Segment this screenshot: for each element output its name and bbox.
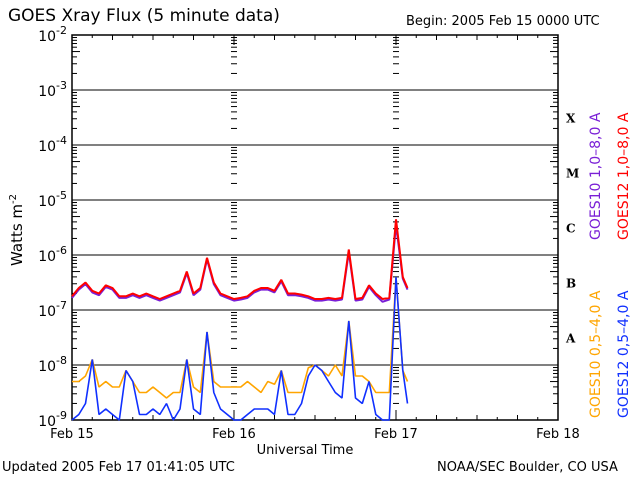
x-tick-label: Feb 16 — [212, 427, 256, 442]
x-tick-label: Feb 17 — [374, 427, 418, 442]
updated-time: Updated 2005 Feb 17 01:41:05 UTC — [2, 460, 235, 475]
y-axis-label-text: Watts m — [8, 203, 26, 266]
y-tick-base: 10 — [38, 194, 56, 210]
flare-class-X: X — [566, 112, 576, 126]
y-tick-base: 10 — [38, 304, 56, 320]
x-tick-label: Feb 15 — [50, 427, 94, 442]
y-tick-exp: -4 — [56, 134, 67, 147]
series-goes12_long — [71, 219, 409, 300]
y-tick-label: 10-3 — [38, 79, 67, 100]
x-tick-label: Feb 18 — [536, 427, 580, 442]
y-tick-label: 10-7 — [38, 299, 67, 320]
y-tick-label: 10-4 — [38, 134, 67, 155]
y-tick-base: 10 — [38, 29, 56, 45]
legend-goes12_long: GOES12 1,0–8,0 A — [616, 112, 632, 240]
y-tick-exp: -9 — [56, 409, 67, 422]
flare-class-B: B — [566, 277, 576, 291]
y-tick-base: 10 — [38, 359, 56, 375]
y-tick-exp: -8 — [56, 354, 67, 367]
legend-goes12_short: GOES12 0,5–4,0 A — [616, 290, 632, 418]
y-tick-base: 10 — [38, 84, 56, 100]
begin-time: Begin: 2005 Feb 15 0000 UTC — [406, 14, 600, 29]
y-tick-label: 10-6 — [38, 244, 67, 265]
series-goes10_long — [71, 224, 409, 303]
chart-title: GOES Xray Flux (5 minute data) — [8, 6, 280, 26]
y-tick-base: 10 — [38, 249, 56, 265]
y-tick-base: 10 — [38, 414, 56, 430]
y-tick-exp: -6 — [56, 244, 67, 257]
x-axis-label: Universal Time — [257, 443, 354, 458]
y-tick-label: 10-2 — [38, 24, 67, 45]
legend-goes10_short: GOES10 0,5–4,0 A — [588, 290, 604, 418]
legend-goes10_long: GOES10 1,0–8,0 A — [588, 112, 604, 240]
y-tick-label: 10-9 — [38, 409, 67, 430]
series-goes10_short — [72, 276, 409, 399]
y-tick-exp: -2 — [56, 24, 67, 37]
y-tick-label: 10-8 — [38, 354, 67, 375]
y-tick-exp: -5 — [56, 189, 67, 202]
plot-frame — [71, 34, 559, 421]
y-tick-exp: -3 — [56, 79, 67, 92]
y-axis-label-sup: -2 — [8, 193, 19, 204]
series-goes12_short — [71, 276, 409, 421]
y-axis-label: Watts m-2 — [8, 194, 26, 266]
y-tick-label: 10-5 — [38, 189, 67, 210]
flare-class-C: C — [566, 222, 576, 236]
flare-class-A: A — [565, 332, 576, 346]
y-tick-exp: -7 — [56, 299, 67, 312]
y-tick-base: 10 — [38, 139, 56, 155]
flare-class-M: M — [566, 167, 579, 181]
credit: NOAA/SEC Boulder, CO USA — [437, 460, 618, 475]
